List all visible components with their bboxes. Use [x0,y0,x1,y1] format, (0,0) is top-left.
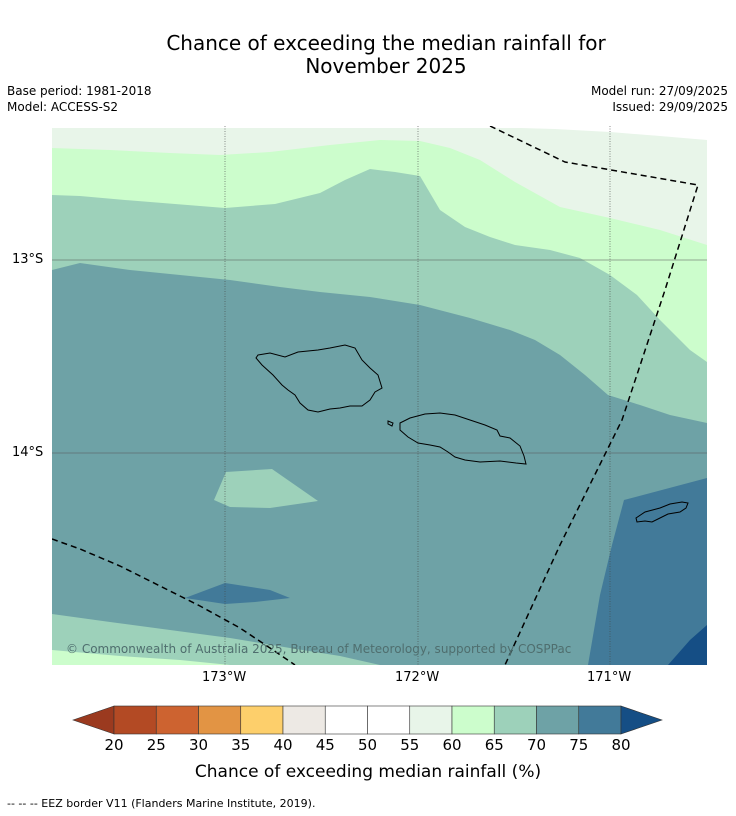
map-title-line1: Chance of exceeding the median rainfall … [166,31,606,55]
colorbar-bin-40-45 [282,705,326,735]
colorbar-tick-20: 20 [104,736,124,754]
lon-tick-171w: 171°W [587,670,632,685]
colorbar-tick-70: 70 [526,736,547,754]
zone-60-65-south [52,650,230,665]
model-run: Model run: 27/09/2025 [590,84,728,98]
islands [255,344,689,523]
colorbar-tick-45: 45 [315,736,335,754]
lat-tick-13s: 13°S [12,252,44,267]
copyright-notice: © Commonwealth of Australia 2025, Bureau… [66,642,572,656]
colorbar-tick-35: 35 [231,736,251,754]
colorbar-bin-30-35 [198,705,242,735]
colorbar-bin-45-50 [324,705,368,735]
colorbar-bin-20-25 [113,705,157,735]
colorbar-bin-50-55 [367,705,411,735]
colorbar-extend-low [72,705,115,735]
colorbar-tick-25: 25 [146,736,166,754]
colorbar-bin-70-75 [536,705,580,735]
zone-50-55-top [52,126,707,128]
colorbar-bin-75-80 [578,705,622,735]
issued-date: Issued: 29/09/2025 [612,100,728,114]
colorbar-tick-50: 50 [357,736,378,754]
zone-65-70-patch [214,469,318,508]
latitude-lines [52,259,707,454]
colorbar-extend-high [620,705,663,735]
colorbar-bin-35-40 [240,705,284,735]
eez-footnote: -- -- -- EEZ border V11 (Flanders Marine… [7,797,316,810]
lat-tick-14s: 14°S [12,445,44,460]
zone-above-80 [668,625,707,665]
zone-75-80-patch [185,583,290,604]
upolu-island [399,412,527,465]
colorbar-title: Chance of exceeding median rainfall (%) [194,762,542,782]
eez-border [52,126,699,665]
zone-50-55 [455,126,707,140]
tutuila-island [635,501,689,523]
base-period: Base period: 1981-2018 [7,84,152,98]
colorbar [72,705,663,735]
zone-65-70-south [52,614,380,665]
map-area [52,126,707,665]
colorbar-bin-25-30 [155,705,199,735]
colorbar-tick-60: 60 [442,736,462,754]
colorbar-tick-75: 75 [569,736,589,754]
colorbar-tick-30: 30 [188,736,209,754]
zone-75-80-southeast [588,478,707,665]
lon-tick-173w: 173°W [202,670,247,685]
colorbar-tick-55: 55 [400,736,420,754]
colorbar-tick-65: 65 [484,736,504,754]
savaii-island [255,344,383,413]
colorbar-tick-40: 40 [273,736,293,754]
colorbar-bin-55-60 [409,705,453,735]
model-name: Model: ACCESS-S2 [7,100,119,114]
manono-islet [387,420,394,427]
lon-tick-172w: 172°W [395,670,440,685]
colorbar-tick-80: 80 [611,736,631,754]
colorbar-bin-65-70 [493,705,537,735]
zone-55-60 [52,126,707,245]
colorbar-bin-60-65 [451,705,495,735]
map-title-line2: November 2025 [305,54,467,78]
